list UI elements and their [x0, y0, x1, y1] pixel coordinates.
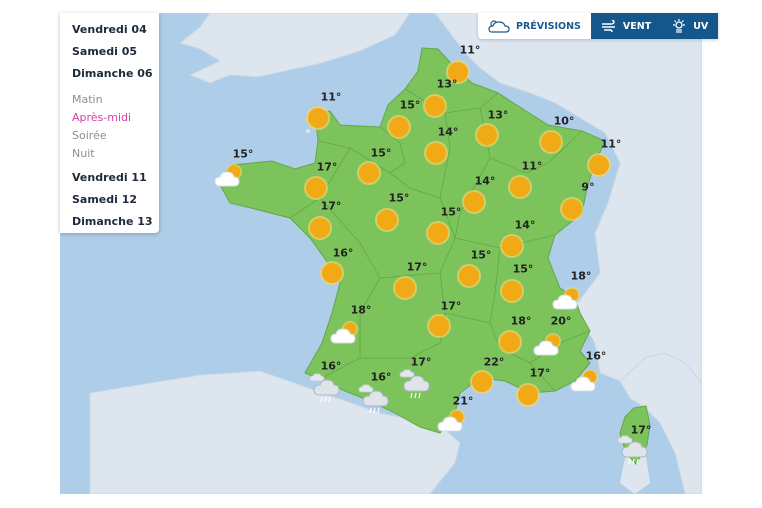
period-link[interactable]: Soirée [72, 129, 107, 142]
temperature-label: 11° [600, 137, 622, 151]
rain-cloud-icon[interactable] [616, 435, 650, 469]
period-link[interactable]: Matin [72, 93, 103, 106]
temperature-label: 13° [436, 77, 458, 91]
sun-icon[interactable] [499, 278, 525, 308]
sun-icon[interactable] [386, 114, 412, 144]
sun-icon[interactable] [425, 220, 451, 250]
temperature-label: 11° [521, 159, 543, 173]
temperature-label: 18° [510, 314, 532, 328]
sun-icon[interactable] [374, 207, 400, 237]
sun-icon[interactable] [305, 105, 331, 135]
sun-icon[interactable] [586, 152, 612, 182]
temperature-label: 17° [316, 160, 338, 174]
sun-uv-icon [673, 19, 686, 33]
sun-icon[interactable] [499, 233, 525, 263]
sun-icon[interactable] [423, 140, 449, 170]
sun-cloud-icon[interactable] [437, 407, 471, 437]
day-link[interactable]: Vendredi 11 [72, 171, 147, 184]
sun-icon[interactable] [559, 196, 585, 226]
tab-previsions-label: PRÉVISIONS [516, 20, 581, 32]
temperature-label: 15° [512, 262, 534, 276]
sun-icon[interactable] [303, 175, 329, 205]
temperature-label: 15° [370, 146, 392, 160]
sun-icon[interactable] [461, 189, 487, 219]
sun-icon[interactable] [319, 260, 345, 290]
temperature-label: 18° [350, 303, 372, 317]
sun-icon[interactable] [507, 174, 533, 204]
temperature-label: 16° [332, 246, 354, 260]
temperature-label: 11° [459, 43, 481, 57]
sun-cloud-icon[interactable] [552, 285, 586, 315]
tab-vent[interactable]: VENT [590, 13, 662, 39]
tab-vent-label: VENT [622, 20, 652, 32]
temperature-label: 14° [437, 125, 459, 139]
period-link[interactable]: Après-midi [72, 111, 132, 124]
period-link[interactable]: Nuit [72, 147, 95, 160]
sun-icon[interactable] [538, 129, 564, 159]
sun-icon[interactable] [515, 382, 541, 412]
france-weather-map[interactable] [60, 13, 702, 494]
temperature-label: 16° [320, 359, 342, 373]
rain-cloud-icon[interactable] [357, 384, 391, 418]
day-link[interactable]: Dimanche 13 [72, 215, 153, 228]
temperature-label: 14° [514, 218, 536, 232]
temperature-label: 9° [581, 180, 595, 194]
temperature-label: 15° [440, 205, 462, 219]
temperature-label: 14° [474, 174, 496, 188]
temperature-label: 22° [483, 355, 505, 369]
temperature-label: 21° [452, 394, 474, 408]
temperature-label: 16° [585, 349, 607, 363]
temperature-label: 17° [320, 199, 342, 213]
day-link[interactable]: Samedi 05 [72, 45, 138, 58]
sun-icon[interactable] [392, 275, 418, 305]
cloud-icon [488, 20, 510, 33]
sun-cloud-icon[interactable] [570, 367, 604, 397]
tab-uv[interactable]: UV [661, 13, 719, 39]
tab-uv-label: UV [693, 20, 709, 32]
days-panel: Vendredi 04 Samedi 05 Dimanche 06 Matin Apr… [60, 13, 159, 233]
sun-cloud-icon[interactable] [533, 331, 567, 361]
temperature-label: 15° [399, 98, 421, 112]
sun-icon[interactable] [445, 59, 471, 89]
sun-cloud-icon[interactable] [214, 162, 248, 192]
temperature-label: 15° [470, 248, 492, 262]
sun-icon[interactable] [356, 160, 382, 190]
temperature-label: 17° [406, 260, 428, 274]
view-tabs: PRÉVISIONS VENT UV [478, 13, 719, 39]
temperature-label: 17° [529, 366, 551, 380]
temperature-label: 10° [553, 114, 575, 128]
sun-icon[interactable] [426, 313, 452, 343]
temperature-label: 20° [550, 314, 572, 328]
day-link[interactable]: Samedi 12 [72, 193, 138, 206]
temperature-label: 18° [570, 269, 592, 283]
great-britain [178, 13, 411, 84]
sun-icon[interactable] [497, 329, 523, 359]
sun-icon[interactable] [469, 369, 495, 399]
tab-previsions[interactable]: PRÉVISIONS [478, 13, 591, 39]
temperature-label: 16° [370, 370, 392, 384]
sun-icon[interactable] [474, 122, 500, 152]
sun-icon[interactable] [422, 93, 448, 123]
sun-icon[interactable] [456, 263, 482, 293]
rain-cloud-icon[interactable] [398, 369, 432, 403]
temperature-label: 17° [630, 423, 652, 437]
temperature-label: 15° [388, 191, 410, 205]
rain-cloud-icon[interactable] [308, 373, 342, 407]
temperature-label: 13° [487, 108, 509, 122]
day-link[interactable]: Vendredi 04 [72, 23, 147, 36]
temperature-label: 17° [410, 355, 432, 369]
temperature-label: 17° [440, 299, 462, 313]
sun-cloud-icon[interactable] [330, 319, 364, 349]
wind-icon [601, 20, 615, 32]
sun-icon[interactable] [307, 215, 333, 245]
day-link[interactable]: Dimanche 06 [72, 67, 153, 80]
temperature-label: 11° [320, 90, 342, 104]
spain [89, 370, 461, 494]
temperature-label: 15° [232, 147, 254, 161]
